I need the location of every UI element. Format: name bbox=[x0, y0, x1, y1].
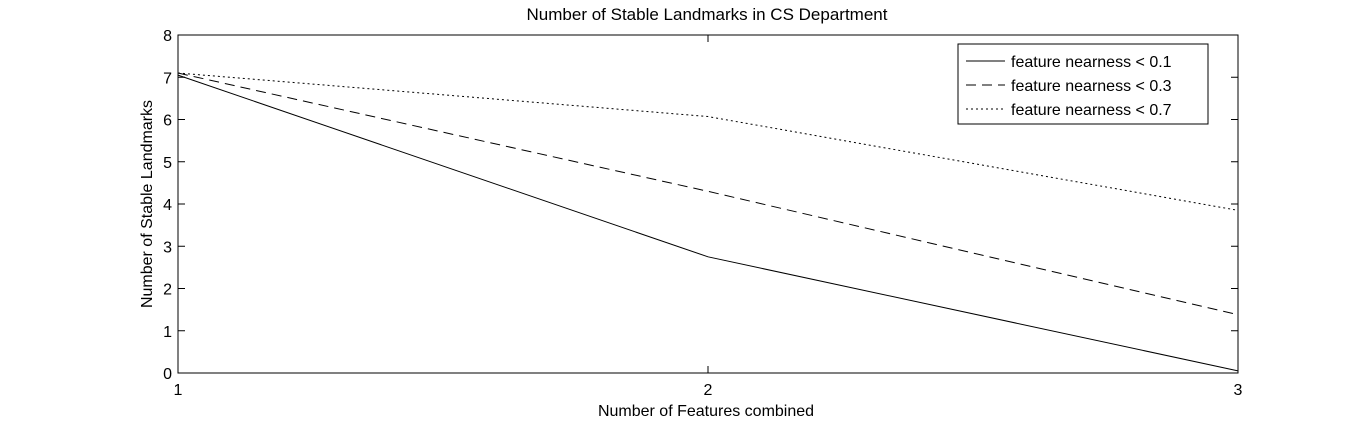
legend-item: feature nearness < 0.3 bbox=[966, 78, 1172, 95]
y-axis: 0 1 2 3 4 5 6 7 8 bbox=[163, 28, 1238, 383]
legend-label: feature nearness < 0.1 bbox=[1011, 54, 1172, 71]
legend-label: feature nearness < 0.7 bbox=[1011, 102, 1172, 119]
y-tick-label: 4 bbox=[163, 197, 172, 214]
x-axis: 1 2 3 bbox=[174, 35, 1243, 399]
legend-item: feature nearness < 0.1 bbox=[966, 54, 1172, 71]
y-tick-label: 6 bbox=[163, 113, 172, 130]
x-axis-label: Number of Features combined bbox=[598, 403, 814, 420]
series-lines bbox=[177, 72, 1239, 372]
y-tick-label: 1 bbox=[163, 324, 172, 341]
y-axis-label: Number of Stable Landmarks bbox=[139, 100, 156, 308]
y-tick-label: 5 bbox=[163, 155, 172, 172]
y-tick-label: 0 bbox=[163, 366, 172, 383]
y-tick-label: 3 bbox=[163, 239, 172, 256]
series-line-2 bbox=[177, 72, 1239, 316]
x-tick-label: 1 bbox=[174, 382, 183, 399]
chart-title: Number of Stable Landmarks in CS Departm… bbox=[527, 5, 888, 24]
series-line-1 bbox=[177, 74, 1239, 372]
legend: feature nearness < 0.1 feature nearness <… bbox=[957, 43, 1209, 125]
y-tick-label: 8 bbox=[163, 28, 172, 45]
x-tick-label: 3 bbox=[1234, 382, 1243, 399]
y-tick-label: 2 bbox=[163, 282, 172, 299]
legend-item: feature nearness < 0.7 bbox=[966, 102, 1172, 119]
legend-label: feature nearness < 0.3 bbox=[1011, 78, 1172, 95]
y-tick-label: 7 bbox=[163, 70, 172, 87]
legend-box bbox=[957, 43, 1209, 125]
series-line-3 bbox=[177, 72, 1239, 211]
x-tick-label: 2 bbox=[704, 382, 713, 399]
